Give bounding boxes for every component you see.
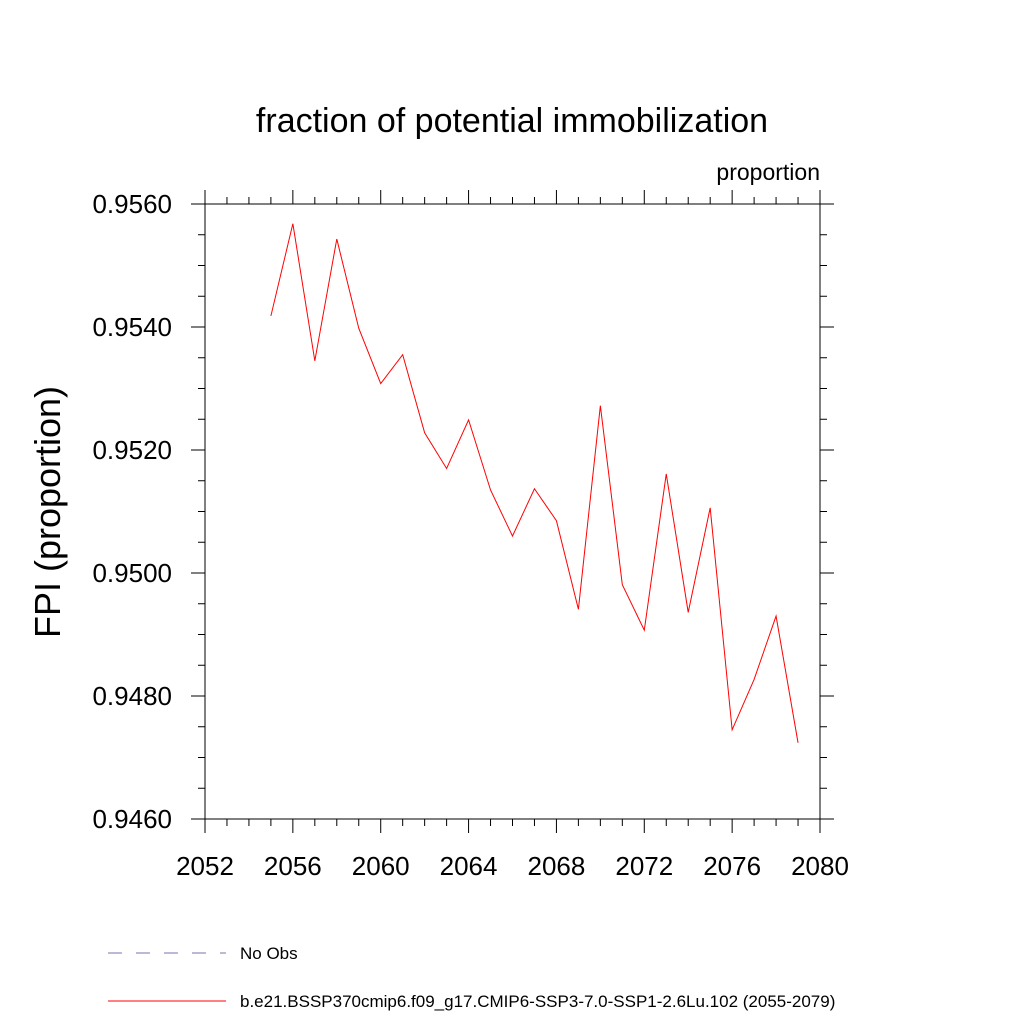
- y-tick-label: 0.9540: [92, 312, 172, 342]
- y-tick-label: 0.9520: [92, 435, 172, 465]
- x-tick-label: 2080: [791, 851, 849, 881]
- x-tick-label: 2056: [264, 851, 322, 881]
- y-tick-label: 0.9560: [92, 189, 172, 219]
- x-tick-label: 2060: [352, 851, 410, 881]
- series-line: [270, 223, 799, 743]
- series-layer: [270, 223, 799, 743]
- y-tick-label: 0.9500: [92, 558, 172, 588]
- legend-no-obs-label: No Obs: [240, 944, 298, 963]
- x-ticks: 2052 2056 2060 2064 2068 2072 2076 2080: [176, 190, 849, 881]
- y-axis-label: FPI (proportion): [27, 386, 68, 638]
- y-ticks: 0.9460 0.9480 0.9500 0.9520 0.9540 0.9560: [92, 189, 834, 834]
- legend: No Obs b.e21.BSSP370cmip6.f09_g17.CMIP6-…: [108, 944, 835, 1011]
- x-tick-label: 2064: [440, 851, 498, 881]
- y-tick-label: 0.9460: [92, 804, 172, 834]
- plot-frame: [204, 203, 821, 820]
- x-tick-label: 2072: [615, 851, 673, 881]
- x-tick-label: 2052: [176, 851, 234, 881]
- x-tick-label: 2068: [528, 851, 586, 881]
- chart-title: fraction of potential immobilization: [256, 102, 768, 140]
- legend-series-label: b.e21.BSSP370cmip6.f09_g17.CMIP6-SSP3-7.…: [240, 992, 835, 1011]
- y-tick-label: 0.9480: [92, 681, 172, 711]
- x-tick-label: 2076: [703, 851, 761, 881]
- units-label: proportion: [716, 159, 820, 185]
